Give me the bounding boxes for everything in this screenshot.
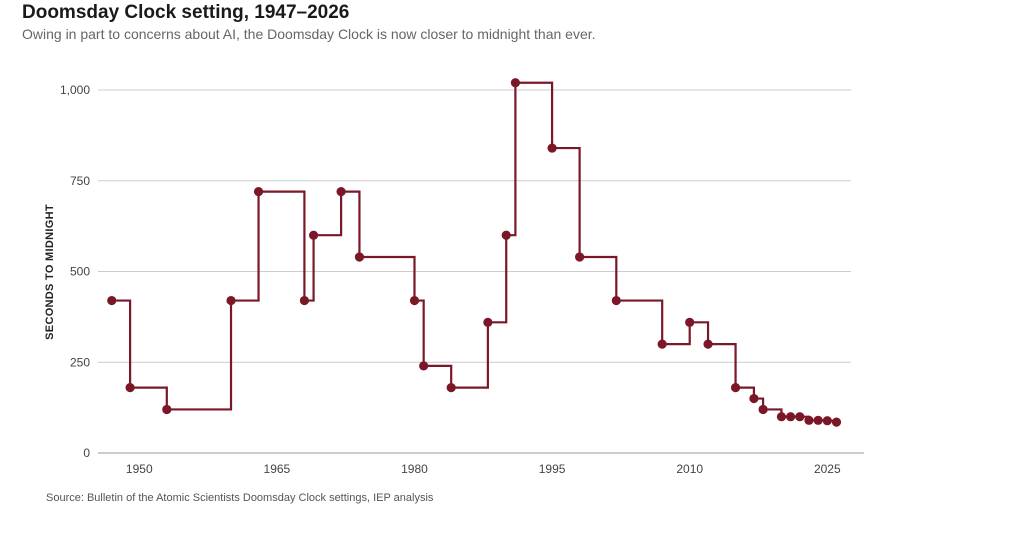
data-point [501,230,511,240]
data-point [758,404,768,415]
data-point [354,252,365,262]
y-axis-ticks: 0 250 500 750 1,000 [60,83,90,460]
x-tick-label: 2025 [814,462,841,476]
data-point [822,416,832,426]
data-point [786,412,796,422]
data-point [483,317,493,327]
data-point [776,412,787,422]
data-point [813,415,823,425]
page-subtitle: Owing in part to concerns about AI, the … [22,26,596,42]
data-point [703,339,713,349]
y-tick-label: 750 [70,174,90,188]
data-point [685,317,695,327]
data-point [831,417,842,427]
data-point [547,143,557,153]
data-point [446,383,456,393]
x-tick-label: 2010 [676,462,703,476]
data-point [657,339,667,349]
series-line [111,81,838,423]
data-point [125,383,135,393]
data-point [730,383,741,393]
data-point [409,295,420,306]
y-tick-label: 0 [83,446,90,460]
data-point [795,412,805,422]
x-tick-label: 1980 [401,462,428,476]
grid-lines [98,89,864,454]
data-point [299,295,310,306]
source-note: Source: Bulletin of the Atomic Scientist… [46,492,434,504]
data-point [107,295,117,306]
x-tick-label: 1995 [539,462,566,476]
data-point [510,78,521,88]
y-tick-label: 250 [70,355,90,369]
data-point [308,230,319,240]
data-point [253,187,264,197]
y-tick-label: 1,000 [60,83,90,97]
x-tick-label: 1950 [126,462,153,476]
series-doomsday-clock [107,78,842,427]
data-point [162,404,172,415]
x-tick-label: 1965 [264,462,291,476]
data-point [749,393,759,404]
data-point [226,295,236,306]
data-point [575,252,585,262]
y-tick-label: 500 [70,265,90,279]
page-title: Doomsday Clock setting, 1947–2026 [22,2,350,23]
data-point [804,415,814,425]
data-point [611,295,621,306]
data-point [336,187,346,197]
x-axis-ticks: 1950 1965 1980 1995 2010 2025 [126,462,841,476]
data-point [419,361,429,371]
y-axis-label: SECONDS TO MIDNIGHT [44,204,56,340]
